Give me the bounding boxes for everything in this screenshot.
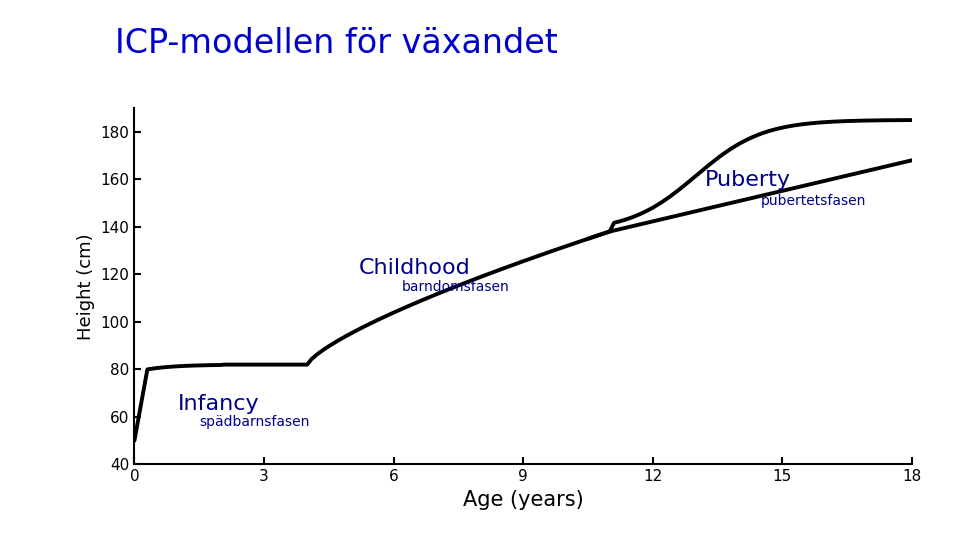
Text: barndomsfasen: barndomsfasen bbox=[402, 280, 510, 294]
Text: Puberty: Puberty bbox=[705, 171, 791, 191]
Y-axis label: Height (cm): Height (cm) bbox=[77, 233, 95, 340]
Text: spädbarnsfasen: spädbarnsfasen bbox=[200, 415, 309, 429]
Text: pubertetsfasen: pubertetsfasen bbox=[760, 194, 866, 208]
Text: Infancy: Infancy bbox=[178, 394, 259, 414]
Text: Childhood: Childhood bbox=[359, 258, 470, 278]
X-axis label: Age (years): Age (years) bbox=[463, 490, 584, 510]
Text: ICP-modellen för växandet: ICP-modellen för växandet bbox=[115, 27, 558, 60]
